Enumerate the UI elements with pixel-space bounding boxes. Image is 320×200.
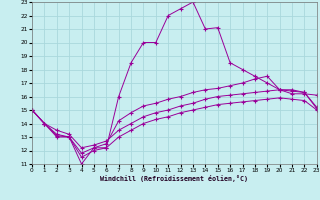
X-axis label: Windchill (Refroidissement éolien,°C): Windchill (Refroidissement éolien,°C)	[100, 175, 248, 182]
